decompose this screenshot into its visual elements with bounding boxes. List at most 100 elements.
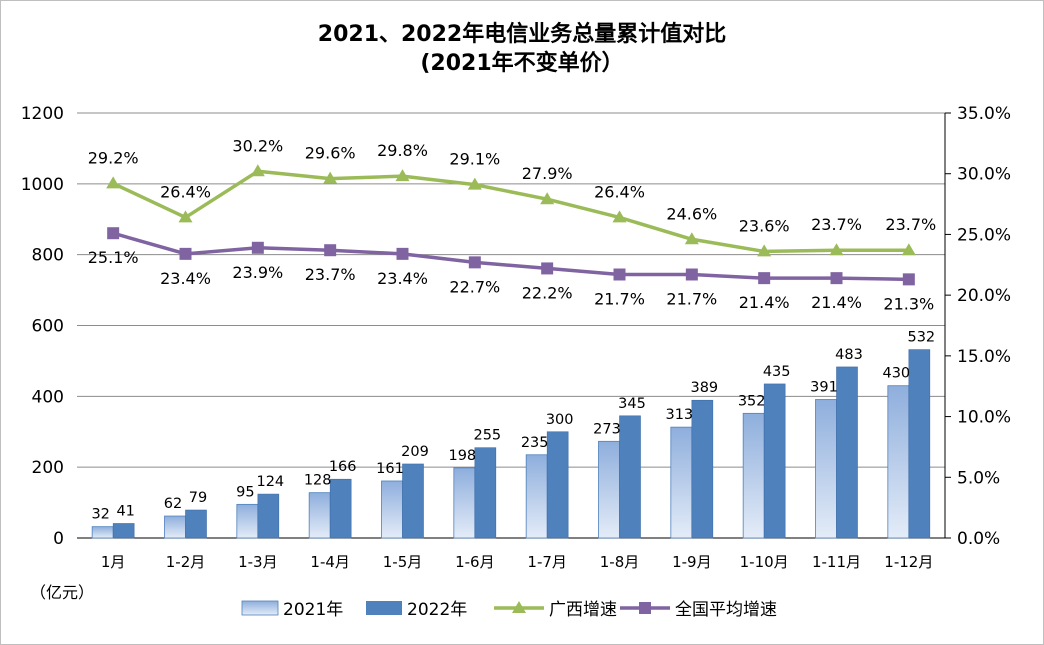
bar-2021 [815, 399, 837, 539]
guangxi-growth-label: 23.7% [885, 215, 936, 234]
bar-2022 [257, 493, 280, 539]
bar-label-2022: 345 [618, 396, 646, 412]
guangxi-growth-marker [684, 232, 699, 245]
bar-2022 [474, 447, 497, 539]
bar-label-2021: 198 [448, 448, 476, 464]
bar-label-2022: 79 [189, 490, 207, 506]
left-axis-ticks: 0 200 400 600 800 1000 1200 [21, 104, 64, 549]
left-tick-label: 600 [32, 317, 64, 337]
x-axis-ticks: 1月 1-2月 1-3月 1-4月 1-5月 1-6月 1-7月 1-8月 1-9月 1-10月 1… [101, 553, 933, 571]
guangxi-growth-line [112, 169, 909, 254]
bar-label-2021: 391 [810, 380, 838, 396]
bar-label-2022: 255 [473, 428, 501, 444]
right-tick-label: 15.0% [957, 347, 1011, 367]
legend-label-2022: 2022年 [407, 600, 467, 620]
national-growth-marker [324, 244, 337, 257]
guangxi-growth-label: 23.7% [811, 215, 862, 234]
national-growth-marker [685, 268, 698, 281]
national-growth-label: 21.7% [666, 290, 717, 309]
x-tick-label: 1-10月 [740, 553, 789, 571]
guangxi-growth-marker [757, 244, 772, 257]
national-growth-marker [830, 272, 843, 285]
legend-marker-national [639, 602, 651, 614]
guangxi-growth-label: 29.2% [88, 148, 139, 167]
x-tick-label: 1-7月 [527, 553, 567, 571]
x-tick-label: 1-11月 [812, 553, 861, 571]
bar-2021 [453, 467, 476, 539]
bar-2022 [402, 463, 424, 539]
national-growth-label: 23.7% [305, 265, 356, 284]
bar-series [91, 349, 931, 539]
right-tick-label: 20.0% [957, 286, 1011, 306]
bar-label-2022: 389 [690, 380, 718, 396]
legend: 2021年 2022年 广西增速 全国平均增速 [241, 600, 777, 620]
bar-2022 [763, 383, 786, 539]
x-tick-label: 1-12月 [884, 553, 933, 571]
left-tick-label: 200 [32, 458, 64, 478]
bar-label-2021: 95 [236, 484, 254, 500]
national-growth-label: 21.4% [739, 293, 790, 312]
national-growth-label: 22.2% [522, 283, 573, 302]
x-tick-label: 1-2月 [166, 553, 206, 571]
legend-label-guangxi: 广西增速 [549, 600, 617, 620]
bar-label-2022: 41 [116, 503, 134, 519]
national-growth-label: 21.4% [811, 293, 862, 312]
bar-label-2022: 483 [835, 347, 863, 363]
national-growth-marker [468, 256, 481, 269]
bar-label-2022: 124 [256, 474, 284, 490]
bar-2021 [598, 440, 620, 539]
left-tick-label: 0 [53, 529, 64, 549]
guangxi-growth-marker [106, 176, 121, 189]
left-tick-label: 800 [32, 246, 64, 266]
right-tick-label: 10.0% [957, 408, 1011, 428]
guangxi-growth-label: 30.2% [232, 136, 283, 155]
bar-2021 [742, 412, 765, 539]
x-tick-label: 1-3月 [238, 553, 278, 571]
bar-label-2021: 62 [164, 496, 182, 512]
bar-label-2021: 128 [304, 473, 332, 489]
bar-2021 [164, 515, 186, 539]
axes [77, 113, 946, 539]
bar-2022 [908, 349, 931, 539]
bar-label-2021: 161 [376, 461, 404, 477]
x-tick-label: 1月 [101, 553, 126, 571]
bar-label-2021: 430 [882, 366, 910, 382]
left-tick-label: 1200 [21, 104, 64, 124]
guangxi-growth-label: 29.1% [449, 150, 500, 169]
bar-2021 [236, 503, 259, 539]
x-tick-label: 1-5月 [383, 553, 423, 571]
national-growth-marker [541, 262, 554, 275]
bar-label-2022: 209 [401, 444, 429, 460]
national-growth-marker [613, 268, 626, 281]
bar-2021 [525, 454, 548, 539]
guangxi-growth-label: 29.6% [305, 144, 356, 163]
line-series [106, 164, 916, 286]
national-growth-marker [902, 273, 915, 286]
bar-label-2021: 32 [91, 507, 109, 523]
guangxi-growth-label: 29.8% [377, 141, 428, 160]
right-tick-label: 25.0% [957, 225, 1011, 245]
bar-label-2022: 532 [907, 330, 935, 346]
x-tick-label: 1-6月 [455, 553, 495, 571]
legend-label-2021: 2021年 [283, 600, 343, 620]
bar-2021 [308, 492, 331, 539]
national-growth-marker [107, 227, 120, 240]
guangxi-growth-label: 27.9% [522, 164, 573, 183]
bar-2021 [91, 526, 114, 539]
bar-2022 [112, 523, 135, 539]
national-growth-marker [396, 247, 409, 260]
national-growth-line [112, 231, 909, 282]
x-tick-label: 1-8月 [600, 553, 640, 571]
gridlines [77, 112, 945, 468]
right-tick-label: 30.0% [957, 165, 1011, 185]
legend-swatch-2021 [241, 600, 279, 616]
guangxi-growth-label: 26.4% [594, 182, 645, 201]
national-growth-label: 21.3% [883, 294, 934, 313]
bar-2022 [329, 478, 352, 539]
guangxi-growth-marker [395, 169, 410, 182]
bar-2022 [691, 399, 714, 539]
national-growth-label: 22.7% [449, 277, 500, 296]
national-growth-label: 25.1% [88, 248, 139, 267]
right-tick-label: 0.0% [957, 529, 1000, 549]
